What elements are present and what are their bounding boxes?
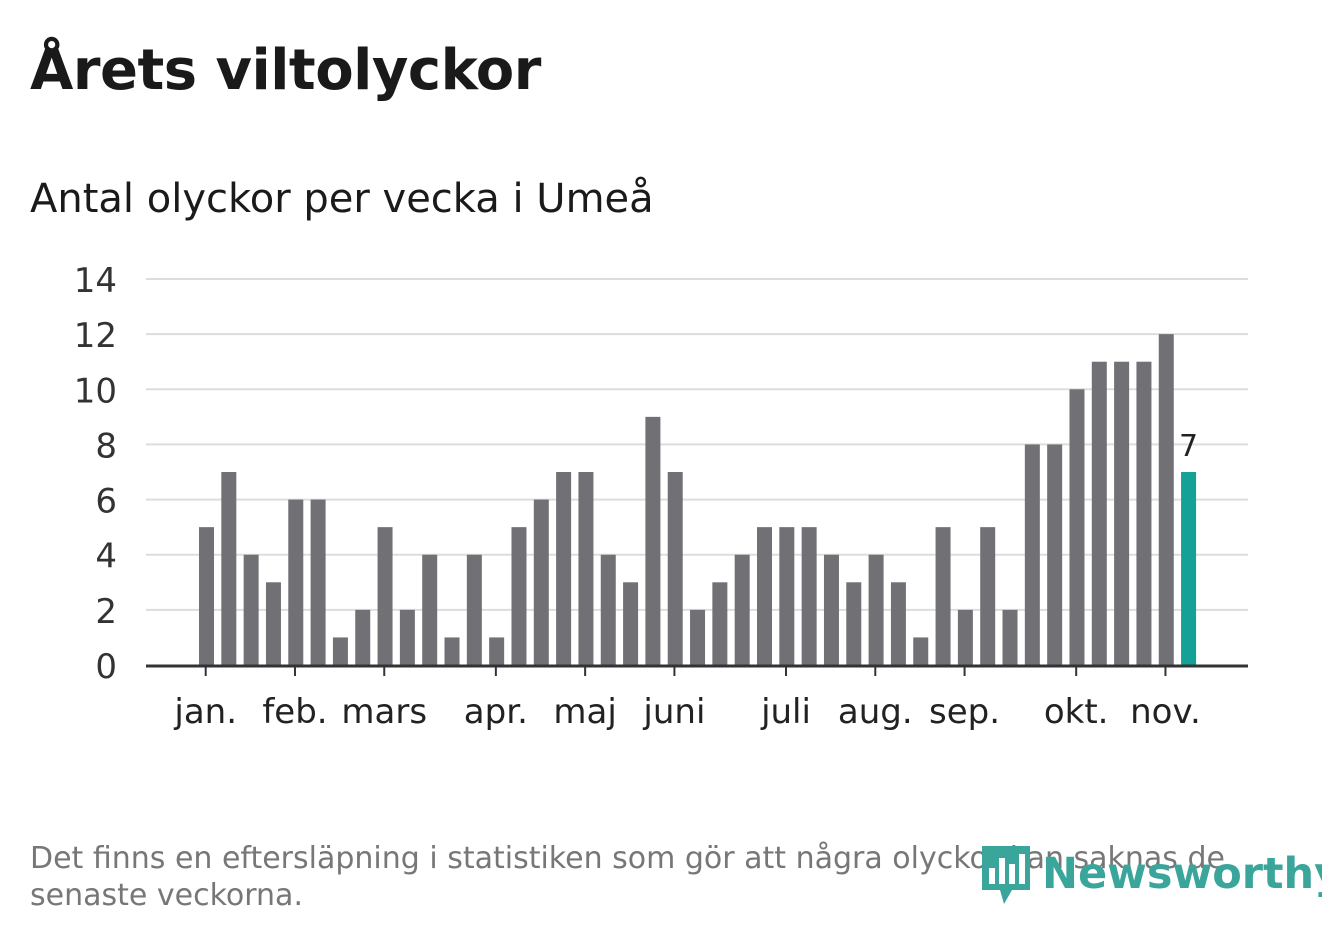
bar <box>645 416 661 665</box>
bar-chart-speech-bubble-icon <box>982 846 1030 904</box>
bar <box>1024 444 1040 665</box>
bar <box>846 582 862 665</box>
x-tick-label: nov. <box>1130 692 1201 732</box>
bar <box>712 582 728 665</box>
bar <box>801 527 817 665</box>
bar-chart: 0 2 4 6 8 10 12 14 jan. feb. mars apr. maj juni juli a… <box>74 261 1248 732</box>
bar <box>511 527 527 665</box>
y-tick-label: 6 <box>95 482 117 522</box>
x-tick-label: apr. <box>464 692 528 732</box>
bar <box>868 554 884 665</box>
bar <box>466 554 482 665</box>
bar <box>578 472 594 665</box>
bar <box>935 527 951 665</box>
bar <box>243 554 259 665</box>
x-axis-ticks: jan. feb. mars apr. maj juni juli aug. sep. okt. n… <box>173 665 1201 732</box>
bar <box>690 609 706 665</box>
gridlines <box>146 278 1248 611</box>
x-tick-label: jan. <box>173 692 237 732</box>
bar <box>310 499 326 665</box>
y-tick-label: 4 <box>95 537 117 577</box>
y-axis-ticks: 0 2 4 6 8 10 12 14 <box>74 261 117 687</box>
x-tick-label: maj <box>553 692 616 732</box>
y-tick-label: 12 <box>74 316 117 356</box>
bar <box>1114 361 1130 665</box>
bar <box>1002 609 1018 665</box>
bar <box>422 554 438 665</box>
bar <box>779 527 795 665</box>
bar <box>1047 444 1063 665</box>
data-labels: 7 <box>1179 429 1198 464</box>
bar <box>556 472 572 665</box>
bar <box>890 582 906 665</box>
bar <box>355 609 371 665</box>
chart-title: Årets viltolyckor <box>30 38 541 103</box>
bars <box>199 334 1197 665</box>
bar <box>1069 389 1085 665</box>
y-tick-label: 14 <box>74 261 117 301</box>
bar <box>980 527 996 665</box>
x-tick-label: juli <box>760 692 811 732</box>
chart-subtitle: Antal olyckor per vecka i Umeå <box>30 176 654 222</box>
bar <box>734 554 750 665</box>
x-tick-label: sep. <box>929 692 1000 732</box>
bar <box>1158 334 1174 665</box>
newsworthy-logo: Newsworthy <box>978 840 1322 908</box>
brand-name: Newsworthy <box>1042 849 1322 899</box>
bar <box>823 554 839 665</box>
y-tick-label: 10 <box>74 371 117 411</box>
bar <box>265 582 281 665</box>
data-label: 7 <box>1179 429 1198 464</box>
bar <box>1136 361 1152 665</box>
bar <box>623 582 639 665</box>
x-tick-label: okt. <box>1044 692 1109 732</box>
x-tick-label: aug. <box>838 692 913 732</box>
x-tick-label: feb. <box>262 692 327 732</box>
bar <box>399 609 415 665</box>
bar <box>957 609 973 665</box>
y-tick-label: 2 <box>95 592 117 632</box>
bar <box>757 527 772 665</box>
bar <box>199 527 214 665</box>
bar <box>444 637 460 665</box>
bar-highlight <box>1181 472 1197 665</box>
bar <box>600 554 616 665</box>
bar <box>913 637 929 665</box>
y-tick-label: 0 <box>95 647 117 687</box>
bar <box>332 637 348 665</box>
bar <box>667 472 683 665</box>
bar <box>489 637 505 665</box>
x-tick-label: juni <box>642 692 705 732</box>
x-tick-label: mars <box>341 692 427 732</box>
bar <box>377 527 393 665</box>
bar <box>1091 361 1107 665</box>
bar <box>533 499 549 665</box>
y-tick-label: 8 <box>95 426 117 466</box>
bar <box>288 499 304 665</box>
bar <box>221 472 237 665</box>
